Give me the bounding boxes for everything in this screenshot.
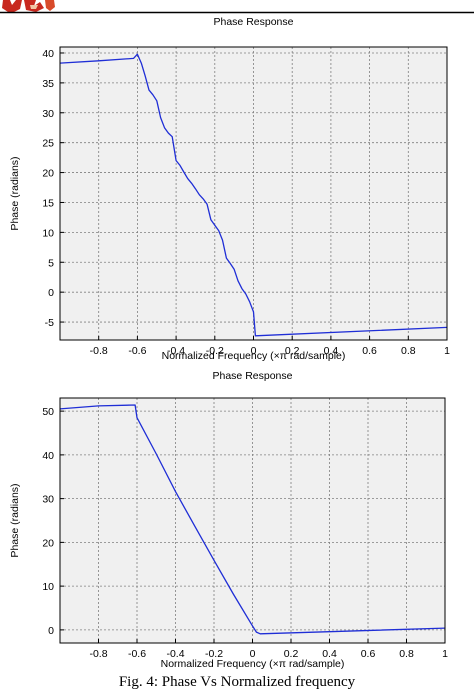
y-tick-label: 25 bbox=[42, 138, 54, 150]
red-logo-fragment bbox=[2, 0, 55, 12]
y-tick-label: 30 bbox=[42, 494, 54, 506]
y-tick-label: 40 bbox=[42, 48, 54, 60]
x-axis-label: Normalized Frequency (×π rad/sample) bbox=[161, 658, 345, 670]
y-tick-label: 20 bbox=[42, 168, 54, 180]
y-tick-label: 10 bbox=[42, 581, 54, 593]
chart-1: -0.8 -0.6 -0.4 -0.2 0 0.2 0.4 0.6 0.8 1 40 35 30 25 20… bbox=[0, 14, 474, 373]
x-tick-label: 0.4 bbox=[322, 648, 337, 660]
y-tick-label: 5 bbox=[48, 257, 54, 269]
x-tick-label: 0.4 bbox=[324, 345, 339, 357]
x-tick-label: -0.8 bbox=[90, 345, 108, 357]
x-tick-label: -0.4 bbox=[167, 345, 185, 357]
y-tick-label: 0 bbox=[48, 625, 54, 637]
x-tick-label: -0.2 bbox=[205, 648, 223, 660]
y-axis-label: Phase (radians) bbox=[9, 156, 21, 230]
x-axis-label: Normalized Frequency (×π rad/sample) bbox=[162, 350, 346, 362]
chart-title: Phase Response bbox=[214, 16, 294, 28]
y-tick-label: 50 bbox=[42, 406, 54, 418]
x-tick-label: 0.8 bbox=[399, 648, 414, 660]
y-tick-label: 35 bbox=[42, 78, 54, 90]
phase-response-chart-2: -0.8 -0.6 -0.4 -0.2 0 0.2 0.4 0.6 0.8 1 50 40 30 20 10… bbox=[9, 370, 448, 670]
x-tick-label: 0 bbox=[250, 648, 256, 660]
y-tick-label: 40 bbox=[42, 450, 54, 462]
x-tick-label: 1 bbox=[444, 345, 450, 357]
x-tick-label: 0.8 bbox=[401, 345, 416, 357]
y-tick-label: 15 bbox=[42, 197, 54, 209]
y-tick-label: 20 bbox=[42, 537, 54, 549]
x-tick-label: 0.2 bbox=[285, 345, 300, 357]
y-tick-label: 30 bbox=[42, 108, 54, 120]
chart-title: Phase Response bbox=[213, 370, 293, 382]
figure-caption: Fig. 4: Phase Vs Normalized frequency bbox=[118, 674, 356, 690]
x-tick-label: 0 bbox=[251, 345, 257, 357]
x-tick-label: -0.6 bbox=[128, 648, 146, 660]
x-tick-label: -0.8 bbox=[89, 648, 107, 660]
chart-2: -0.8 -0.6 -0.4 -0.2 0 0.2 0.4 0.6 0.8 1 50 40 30 20 10… bbox=[0, 368, 474, 677]
x-tick-label: 0.6 bbox=[362, 345, 377, 357]
logo bbox=[0, 0, 474, 14]
y-tick-label: 10 bbox=[42, 227, 54, 239]
x-tick-label: 0.6 bbox=[361, 648, 376, 660]
x-tick-label: 0.2 bbox=[284, 648, 299, 660]
y-tick-label: 0 bbox=[48, 287, 54, 299]
phase-series-line bbox=[59, 404, 446, 635]
y-tick-label: -5 bbox=[45, 317, 54, 329]
y-axis-label: Phase (radians) bbox=[9, 483, 21, 557]
phase-series-line bbox=[59, 53, 448, 337]
phase-response-chart-1: -0.8 -0.6 -0.4 -0.2 0 0.2 0.4 0.6 0.8 1 40 35 30 25 20… bbox=[9, 16, 450, 362]
x-tick-label: 1 bbox=[442, 648, 448, 660]
x-tick-label: -0.4 bbox=[166, 648, 184, 660]
x-tick-label: -0.2 bbox=[206, 345, 224, 357]
x-tick-label: -0.6 bbox=[128, 345, 146, 357]
